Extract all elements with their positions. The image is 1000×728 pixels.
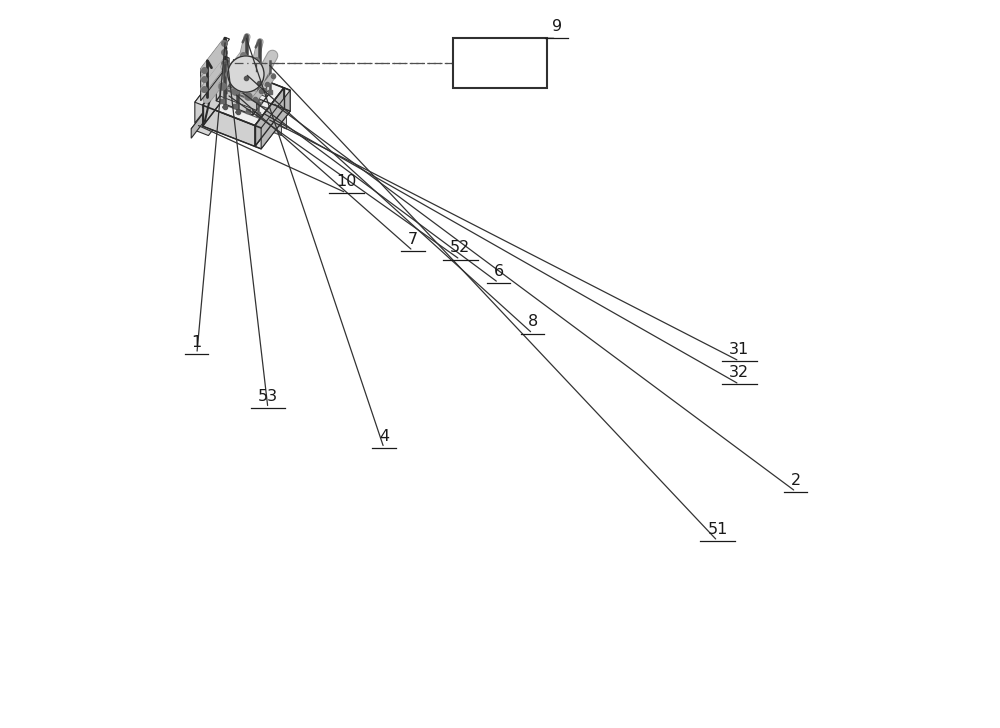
Text: 9: 9 <box>552 19 562 34</box>
Polygon shape <box>227 82 245 98</box>
Polygon shape <box>203 68 232 126</box>
Text: 1: 1 <box>192 335 202 349</box>
Polygon shape <box>222 57 225 66</box>
Polygon shape <box>232 68 284 108</box>
Text: 31: 31 <box>729 342 749 357</box>
Polygon shape <box>201 37 229 71</box>
Polygon shape <box>195 65 232 106</box>
Text: 10: 10 <box>336 174 356 189</box>
Polygon shape <box>216 60 270 97</box>
Polygon shape <box>195 65 224 123</box>
Polygon shape <box>230 70 267 97</box>
Polygon shape <box>224 65 232 88</box>
Polygon shape <box>220 83 256 110</box>
Text: 52: 52 <box>450 240 470 256</box>
Text: 32: 32 <box>729 365 749 380</box>
Circle shape <box>228 56 264 92</box>
Text: 53: 53 <box>258 389 278 404</box>
Polygon shape <box>201 37 225 100</box>
Polygon shape <box>223 100 281 135</box>
Text: 6: 6 <box>493 264 504 279</box>
Polygon shape <box>261 90 290 149</box>
Text: 2: 2 <box>791 472 801 488</box>
Bar <box>453 38 547 88</box>
Polygon shape <box>284 88 290 111</box>
Polygon shape <box>216 82 253 115</box>
Polygon shape <box>228 93 287 129</box>
Text: 7: 7 <box>408 232 418 247</box>
Polygon shape <box>255 88 284 146</box>
Text: 51: 51 <box>707 522 728 537</box>
Polygon shape <box>255 88 290 128</box>
Polygon shape <box>225 57 229 95</box>
Polygon shape <box>255 108 290 149</box>
Text: 4: 4 <box>379 429 389 444</box>
Polygon shape <box>234 60 270 92</box>
Polygon shape <box>203 106 255 146</box>
Polygon shape <box>191 82 245 135</box>
Text: 8: 8 <box>528 314 538 330</box>
Polygon shape <box>203 68 284 125</box>
Polygon shape <box>191 82 227 138</box>
